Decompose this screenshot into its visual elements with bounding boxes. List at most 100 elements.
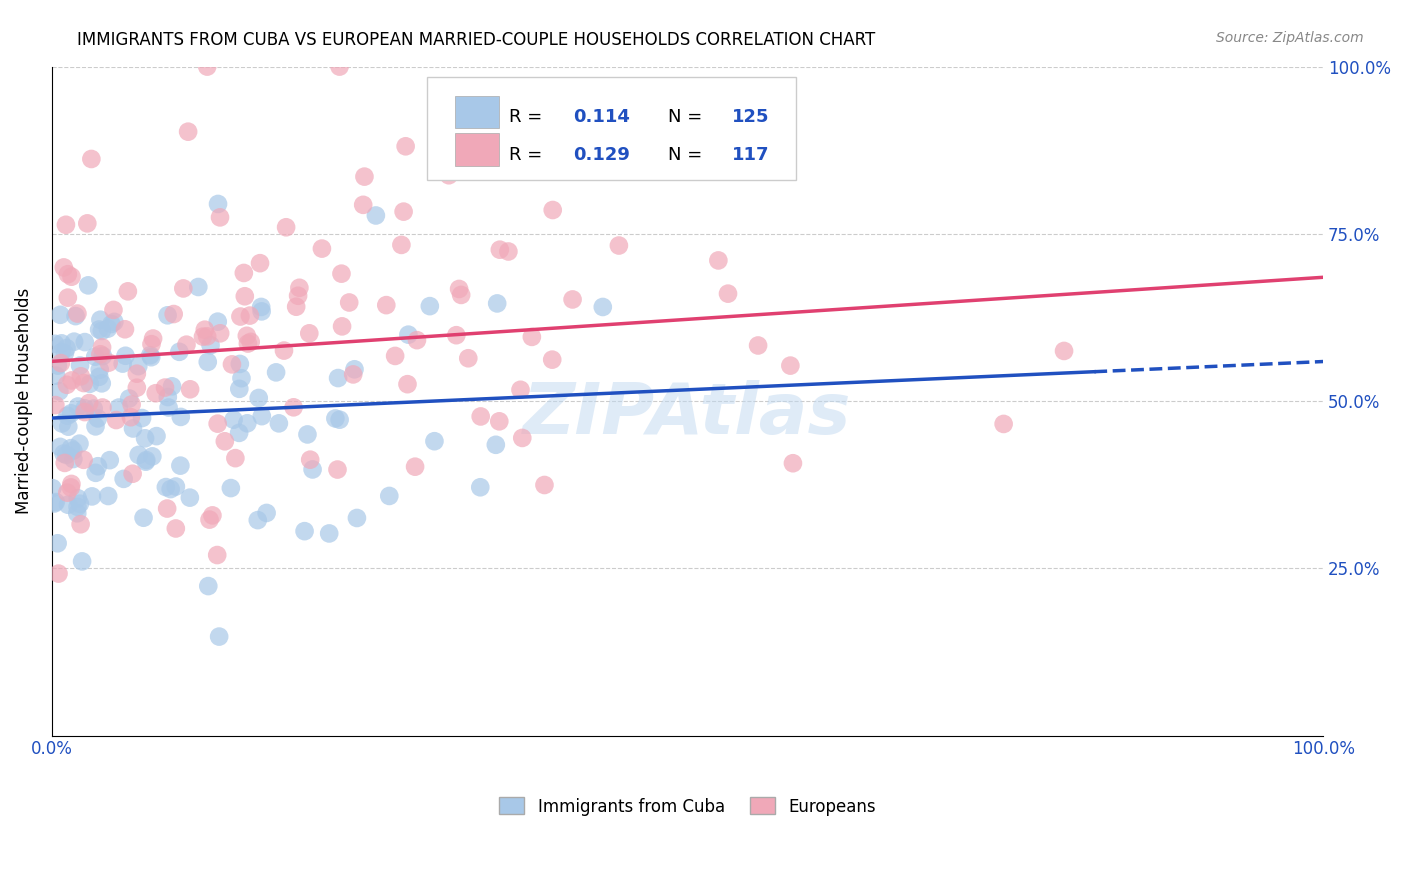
Point <box>318 526 340 541</box>
Point <box>44 496 66 510</box>
Point <box>73 376 96 390</box>
Text: R =: R = <box>509 108 548 126</box>
Point <box>191 329 214 343</box>
Text: Source: ZipAtlas.com: Source: ZipAtlas.com <box>1216 31 1364 45</box>
Point <box>273 343 295 358</box>
Point <box>498 244 520 259</box>
Point <box>73 405 96 419</box>
Point <box>80 489 103 503</box>
Point <box>229 357 252 371</box>
Point <box>84 419 107 434</box>
Point <box>239 309 262 323</box>
Point <box>69 436 91 450</box>
Point <box>56 498 79 512</box>
Point <box>541 352 564 367</box>
Point <box>169 344 191 359</box>
Point <box>375 298 398 312</box>
Point <box>84 350 107 364</box>
Point <box>69 497 91 511</box>
Point <box>66 400 89 414</box>
Point <box>195 329 218 343</box>
Point <box>343 362 366 376</box>
Point <box>55 341 77 355</box>
Point <box>84 466 107 480</box>
Point <box>404 459 426 474</box>
Point <box>330 319 353 334</box>
Point <box>97 489 120 503</box>
Point <box>782 456 804 470</box>
Point <box>155 480 177 494</box>
Point <box>197 579 219 593</box>
Point <box>236 417 259 431</box>
Point <box>72 452 94 467</box>
Point <box>44 398 66 412</box>
FancyBboxPatch shape <box>454 96 499 128</box>
Point <box>117 285 139 299</box>
Point <box>294 524 316 538</box>
Point <box>135 453 157 467</box>
Point <box>103 302 125 317</box>
Point <box>48 384 70 399</box>
Point <box>993 417 1015 431</box>
Point <box>165 521 187 535</box>
Point <box>437 168 460 182</box>
Point <box>62 443 84 458</box>
Text: 0.114: 0.114 <box>574 108 630 126</box>
Point <box>353 169 375 184</box>
Point <box>250 304 273 318</box>
Point <box>179 382 201 396</box>
Point <box>228 382 250 396</box>
Point <box>121 467 143 481</box>
Point <box>97 321 120 335</box>
Point <box>48 566 70 581</box>
Point <box>267 417 290 431</box>
Point <box>533 478 555 492</box>
Point <box>156 308 179 322</box>
Point <box>89 347 111 361</box>
Point <box>176 337 198 351</box>
Point <box>170 409 193 424</box>
Text: 125: 125 <box>733 108 769 126</box>
Point <box>396 377 419 392</box>
Point <box>489 243 512 257</box>
Point <box>153 380 176 394</box>
Point <box>236 336 259 351</box>
Point <box>256 506 278 520</box>
Point <box>172 281 194 295</box>
Point <box>69 517 91 532</box>
Point <box>56 377 79 392</box>
Point <box>607 238 630 252</box>
Point <box>120 410 142 425</box>
Point <box>389 238 412 252</box>
Point <box>297 427 319 442</box>
Point <box>89 369 111 384</box>
Point <box>328 60 350 74</box>
Point <box>91 340 114 354</box>
Point <box>311 242 333 256</box>
Point <box>66 491 89 506</box>
Point <box>60 373 83 387</box>
Point <box>87 459 110 474</box>
Point <box>79 376 101 391</box>
Point <box>179 491 201 505</box>
Point <box>219 481 242 495</box>
Point <box>298 326 321 341</box>
Point <box>108 401 131 415</box>
Point <box>470 480 492 494</box>
Point <box>520 330 543 344</box>
Point <box>1053 343 1076 358</box>
Point <box>384 349 406 363</box>
Point <box>91 401 114 415</box>
Point <box>419 299 441 313</box>
Point <box>326 462 349 476</box>
Point <box>53 456 76 470</box>
Point <box>141 350 163 364</box>
Point <box>285 300 308 314</box>
Point <box>509 383 531 397</box>
Point <box>287 289 309 303</box>
Point <box>73 335 96 350</box>
Text: 0.129: 0.129 <box>574 146 630 164</box>
Point <box>141 337 163 351</box>
Point <box>195 60 218 74</box>
Point <box>246 513 269 527</box>
